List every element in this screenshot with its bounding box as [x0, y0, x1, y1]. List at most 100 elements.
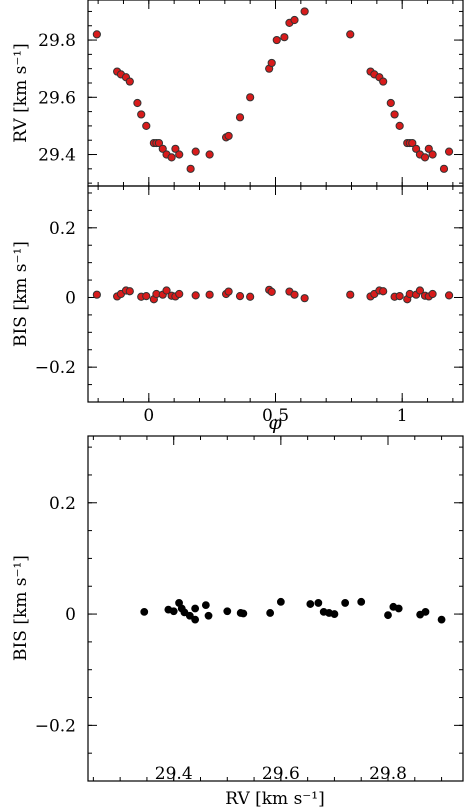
data-point: [420, 153, 430, 162]
data-point: [439, 164, 449, 173]
data-point: [133, 98, 142, 108]
data-point: [239, 609, 248, 618]
data-point: [346, 30, 355, 39]
y-tick-label: 0: [65, 288, 76, 308]
y-tick-label: 0.2: [49, 219, 76, 239]
bis-rv-y-tick-labels: −0.2 0 0.2: [35, 494, 76, 737]
data-point: [300, 7, 309, 16]
x-tick-label: 29.6: [262, 764, 300, 784]
data-point: [223, 607, 232, 616]
data-point: [224, 287, 233, 296]
data-point: [191, 604, 200, 613]
data-point: [191, 147, 200, 156]
data-point: [92, 290, 101, 299]
data-point: [428, 150, 437, 159]
data-point: [171, 144, 180, 153]
data-point: [386, 98, 395, 108]
data-point: [421, 607, 430, 616]
data-point: [185, 611, 194, 620]
data-point: [300, 294, 309, 303]
data-point: [276, 597, 285, 606]
data-point: [137, 110, 146, 119]
data-point: [306, 600, 315, 608]
data-point: [92, 30, 101, 39]
data-point: [267, 287, 276, 297]
y-tick-label: 0.2: [49, 494, 76, 514]
data-point: [162, 286, 171, 295]
data-point: [267, 58, 276, 68]
data-point: [444, 291, 454, 300]
y-tick-label: 29.6: [38, 88, 76, 108]
data-point: [204, 611, 213, 620]
data-point: [235, 291, 245, 301]
data-point: [224, 131, 233, 141]
data-point: [246, 292, 255, 301]
data-point: [314, 599, 323, 607]
data-point: [346, 290, 355, 299]
data-point: [428, 289, 437, 299]
data-point: [201, 601, 210, 610]
data-point: [125, 287, 134, 296]
data-point: [444, 147, 454, 156]
data-point: [266, 609, 275, 617]
data-point: [330, 610, 339, 618]
bis-phase-y-tick-labels: −0.2 0 0.2: [35, 219, 76, 378]
data-point: [191, 291, 200, 300]
data-point: [142, 291, 151, 301]
bis-rv-ticks: [88, 436, 463, 782]
data-point: [357, 597, 366, 606]
x-tick-label: 0.5: [262, 406, 289, 426]
data-point: [280, 33, 289, 42]
data-point: [384, 611, 392, 620]
data-point: [142, 121, 151, 131]
data-point: [408, 138, 417, 148]
data-point: [191, 615, 200, 624]
bis-phase-ticks: [88, 186, 463, 403]
x-tick-label: 29.4: [155, 764, 193, 784]
bis-phase-points: [92, 285, 454, 304]
data-point: [175, 289, 184, 299]
bis-rv-y-axis-label: BIS [km s⁻¹]: [11, 555, 31, 661]
x-tick-label: 1: [397, 406, 408, 426]
data-point: [379, 287, 388, 296]
rv-phase-y-axis-label: RV [km s⁻¹]: [11, 43, 31, 142]
bis-rv-points: [140, 597, 446, 624]
data-point: [415, 286, 425, 295]
y-tick-label: 29.8: [38, 31, 76, 51]
y-tick-label: −0.2: [35, 716, 76, 736]
data-point: [395, 291, 404, 301]
rv-phase-panel: 29.4 29.6 29.8 RV [km s⁻¹]: [11, 0, 464, 187]
x-tick-label: 0: [143, 406, 154, 426]
bis-phase-panel: −0.200.2 0 0.5 1 BIS [km s⁻¹] φ: [11, 185, 464, 434]
data-point: [290, 15, 299, 25]
data-point: [175, 150, 184, 159]
data-point: [437, 615, 446, 624]
rv-phase-points: [92, 7, 454, 173]
y-tick-label: 0: [65, 605, 76, 625]
data-point: [394, 604, 403, 613]
data-point: [205, 290, 214, 299]
bis-phase-y-axis-label: BIS [km s⁻¹]: [11, 241, 31, 347]
y-tick-label: −0.2: [35, 358, 76, 378]
data-point: [154, 138, 164, 148]
bis-phase-x-axis-label: φ: [268, 412, 282, 434]
bis-phase-x-tick-labels: 0 0.5 1: [143, 406, 407, 426]
data-point: [412, 144, 421, 153]
data-point: [235, 113, 245, 122]
rv-phase-y-tick-labels: 29.4 29.6 29.8: [38, 31, 76, 165]
bis-rv-x-axis-label: RV [km s⁻¹]: [225, 789, 324, 809]
data-point: [140, 607, 149, 616]
data-point: [395, 121, 404, 131]
bis-rv-panel: −0.2 0 0.2 29.4 29.6 29.8 BIS [km s⁻¹] RV [k…: [11, 435, 464, 809]
data-point: [169, 607, 178, 616]
y-tick-label: 29.4: [38, 146, 76, 166]
data-point: [290, 290, 299, 299]
data-point: [424, 144, 433, 153]
data-point: [390, 110, 399, 119]
rv-phase-plot-frame: [87, 0, 464, 187]
data-point: [341, 599, 350, 607]
rv-phase-ticks: [88, 0, 463, 186]
x-tick-label: 29.8: [369, 764, 407, 784]
data-point: [167, 153, 176, 162]
